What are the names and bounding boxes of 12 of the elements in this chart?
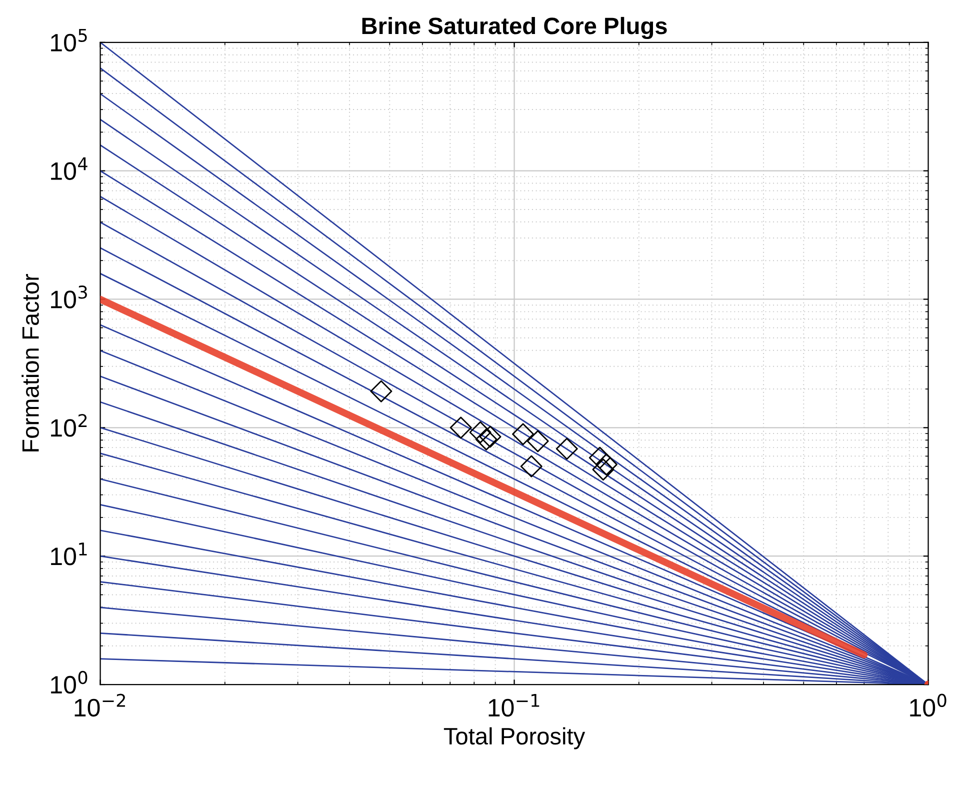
y-axis-title: Formation Factor xyxy=(22,274,39,452)
y-tick-label: 10$^{0}$ xyxy=(51,670,88,694)
chart-title: Brine Saturated Core Plugs xyxy=(362,16,667,40)
x-axis-title: Total Porosity xyxy=(444,727,586,750)
y-tick-label: 10$^{3}$ xyxy=(51,286,87,308)
y-tick-label: 10$^{1}$ xyxy=(51,542,87,566)
x-tick-label: 10$^{−2}$ xyxy=(74,694,125,717)
y-tick-label: 10$^{4}$ xyxy=(51,157,88,180)
y-tick-label: 10$^{5}$ xyxy=(51,28,87,52)
y-tick-label: 10$^{2}$ xyxy=(51,414,87,437)
x-tick-label: 10$^{−1}$ xyxy=(488,694,540,717)
x-tick-label: 10$^{0}$ xyxy=(910,694,946,717)
